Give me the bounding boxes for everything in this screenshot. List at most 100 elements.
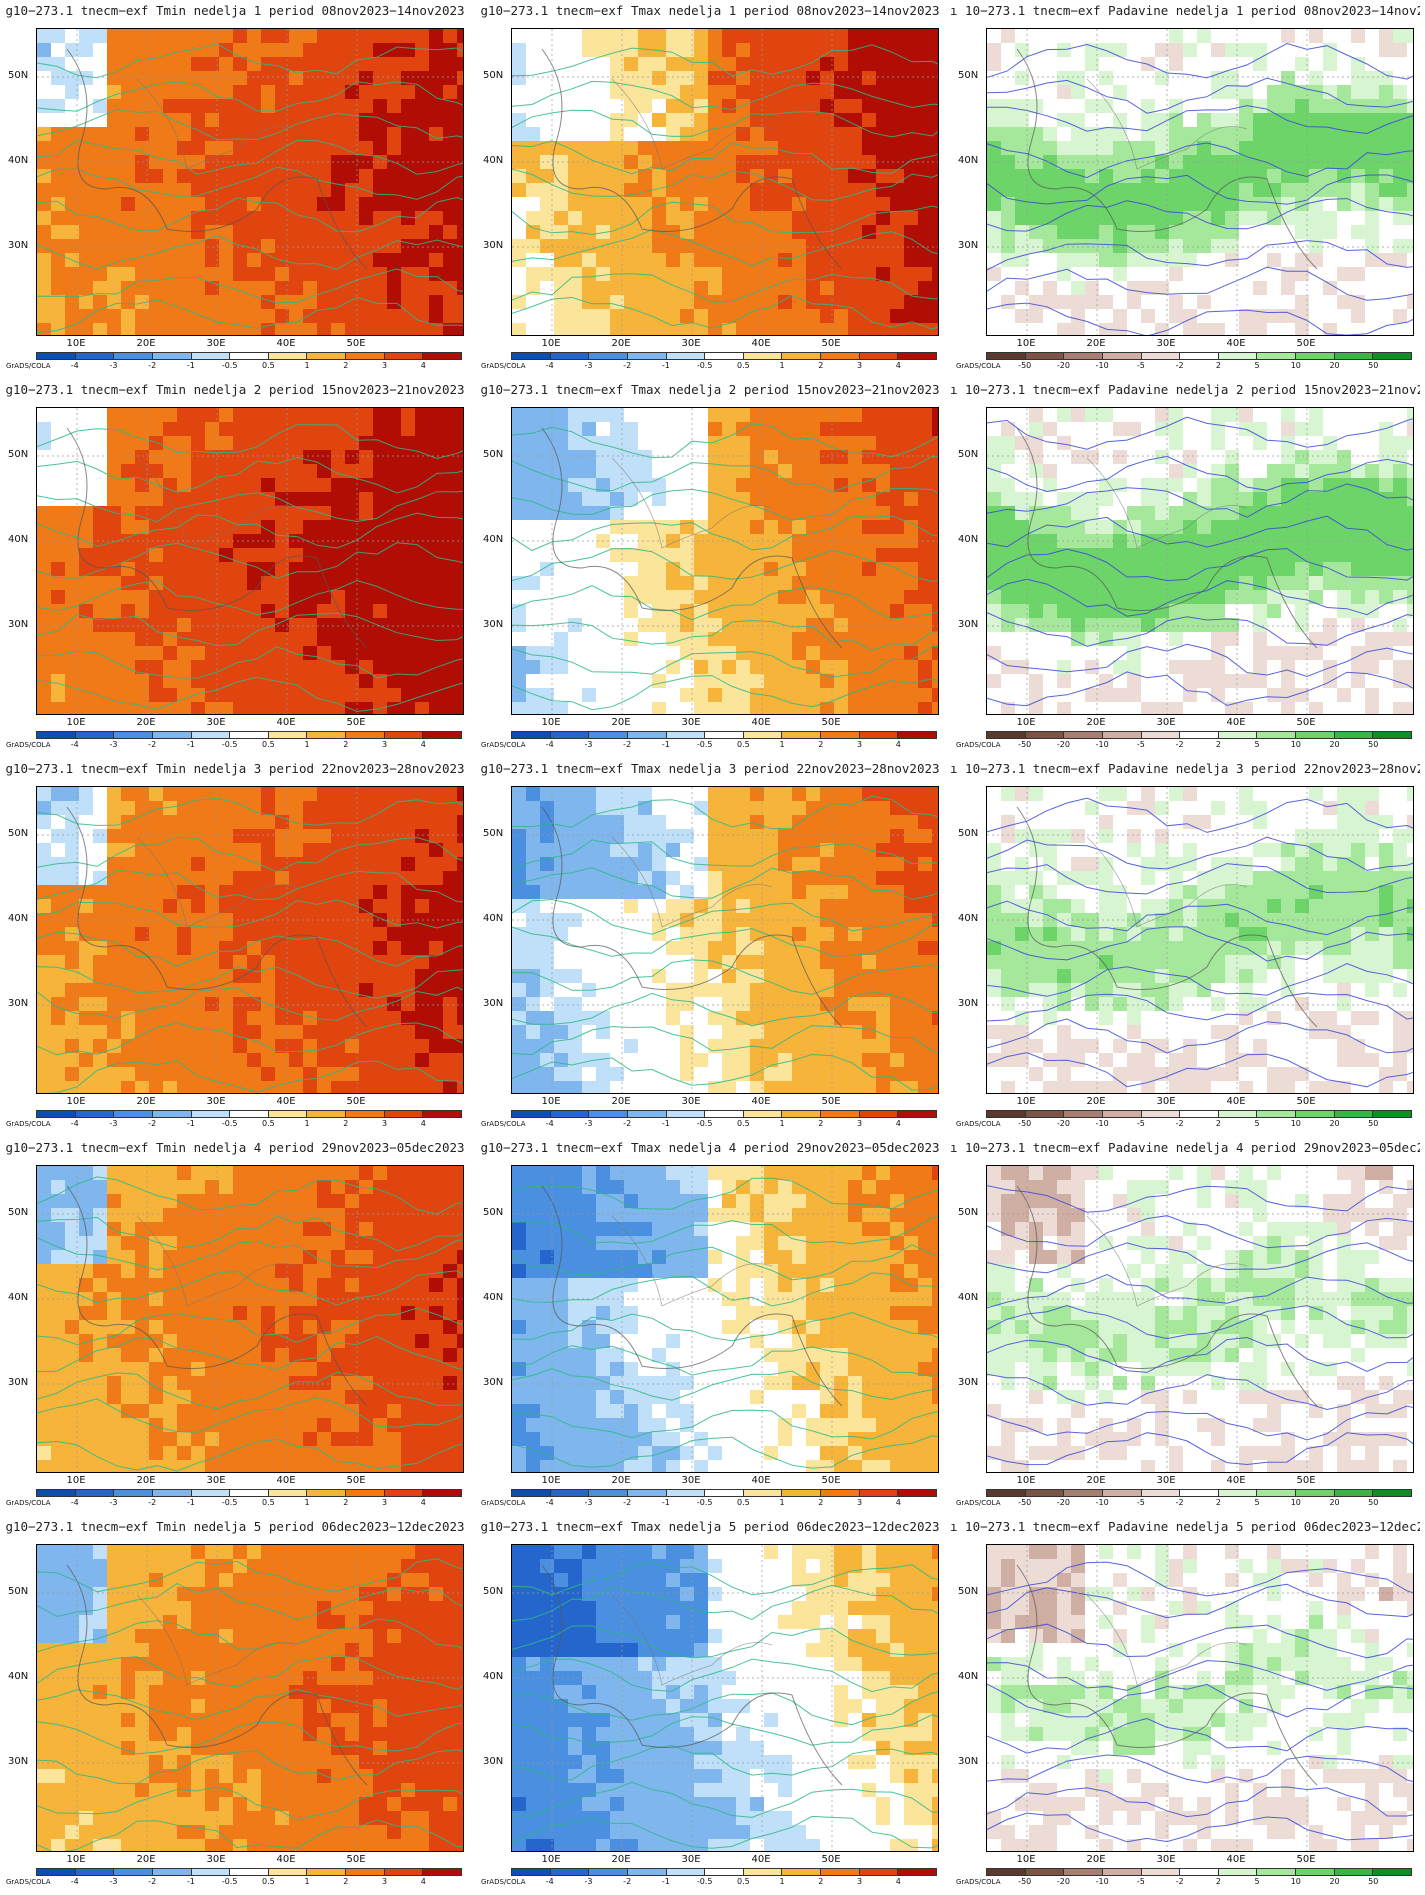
colorbar-swatch (307, 1490, 347, 1496)
colorbar-tick-label: -0.5 (221, 1877, 238, 1886)
colorbar-swatch (821, 1490, 860, 1496)
latitude-label: 50N (958, 828, 979, 839)
colorbar-tick-label: -2 (1175, 1119, 1184, 1128)
colorbar-tick-label: -0.5 (221, 1119, 238, 1128)
colorbar (511, 352, 937, 360)
anomaly-field (37, 1545, 463, 1851)
colorbar-tick-label: 5 (1254, 1498, 1260, 1507)
longitude-label: 20E (136, 1854, 156, 1865)
panel-title: g10−273.1 tnecm−exf Tmax nedelja 2 perio… (480, 382, 940, 397)
longitude-label: 30E (206, 717, 226, 728)
colorbar-swatch (1102, 1490, 1142, 1496)
colorbar-swatch (346, 1869, 385, 1875)
colorbar-swatch (1296, 1869, 1335, 1875)
colorbar-tick-label: -4 (545, 361, 554, 370)
colorbar-tick-label: 3 (381, 1119, 388, 1128)
longitude-label: 10E (541, 717, 561, 728)
colorbar-swatch (1025, 1111, 1065, 1117)
colorbar-tick-label: 4 (895, 1119, 901, 1128)
colorbar-tick-label: 2 (1215, 1498, 1221, 1507)
colorbar-swatch (268, 1490, 308, 1496)
colorbar-swatch (1257, 353, 1297, 359)
colorbar-tick-label: 20 (1329, 361, 1340, 370)
latitude-label: 40N (958, 1671, 979, 1682)
longitude-label: 10E (66, 1475, 86, 1486)
map-panel-tmin-week-5: g10−273.1 tnecm−exf Tmin nedelja 5 perio… (0, 1516, 475, 1895)
latitude-label: 50N (483, 1207, 504, 1218)
panel-title: g10−273.1 tnecm−exf Tmax nedelja 3 perio… (480, 761, 940, 776)
colorbar-swatch (898, 732, 937, 738)
colorbar-tick-label: 3 (856, 740, 863, 749)
colorbar-swatch (1064, 1111, 1103, 1117)
colorbar-swatch (1025, 1490, 1065, 1496)
colorbar-swatch (384, 1869, 424, 1875)
longitude-label: 20E (136, 338, 156, 349)
colorbar-swatch (987, 353, 1026, 359)
grads-credit: GrADS/COLA (956, 1499, 1001, 1507)
colorbar-tick-label: -50 (1018, 740, 1032, 749)
latitude-label: 40N (483, 913, 504, 924)
colorbar-swatch (1257, 1490, 1297, 1496)
colorbar-tick-label: 2 (343, 1877, 349, 1886)
colorbar-swatch (384, 1111, 424, 1117)
colorbar-swatch (230, 1869, 269, 1875)
colorbar-swatch (37, 1111, 76, 1117)
panel-title: ı 10−273.1 tnecm−exf Padavine nedelja 2 … (950, 382, 1420, 397)
grads-credit: GrADS/COLA (6, 1120, 51, 1128)
colorbar (511, 1489, 937, 1497)
latitude-label: 50N (8, 1207, 29, 1218)
colorbar-swatch (1102, 353, 1142, 359)
colorbar-tick-label: -20 (1056, 740, 1070, 749)
longitude-label: 20E (1086, 1475, 1106, 1486)
colorbar-swatch (1064, 353, 1103, 359)
colorbar-tick-label: 10 (1290, 1877, 1301, 1886)
colorbar-tick-label: -1 (186, 740, 195, 749)
longitude-label: 10E (541, 1096, 561, 1107)
colorbar-swatch (898, 1869, 937, 1875)
colorbar-swatch (384, 732, 424, 738)
colorbar-tick-label: 20 (1329, 1877, 1340, 1886)
colorbar-swatch (1064, 732, 1103, 738)
longitude-label: 50E (821, 1096, 841, 1107)
colorbar-tick-label: 2 (818, 1119, 824, 1128)
colorbar-swatch (191, 353, 231, 359)
colorbar-tick-label: 10 (1290, 1119, 1301, 1128)
colorbar-tick-label: -3 (584, 1498, 593, 1507)
colorbar-tick-label: -1 (661, 1498, 670, 1507)
colorbar-swatch (423, 1111, 462, 1117)
latitude-label: 50N (8, 70, 29, 81)
colorbar-tick-label: -5 (1136, 1877, 1145, 1886)
colorbar-swatch (114, 1111, 153, 1117)
colorbar-tick-label: 2 (818, 361, 824, 370)
longitude-label: 40E (751, 1096, 771, 1107)
colorbar-tick-label: 2 (1215, 1119, 1221, 1128)
latitude-label: 40N (483, 534, 504, 545)
colorbar-tick-label: 1 (779, 361, 785, 370)
latitude-label: 30N (8, 1377, 29, 1388)
colorbar-tick-label: 0.5 (736, 1877, 750, 1886)
longitude-label: 50E (346, 717, 366, 728)
map-area (36, 786, 464, 1094)
colorbar-tick-label: -2 (1175, 361, 1184, 370)
anomaly-field (37, 408, 463, 714)
colorbar-swatch (1296, 353, 1335, 359)
colorbar-tick-label: 4 (895, 740, 901, 749)
colorbar-tick-label: -3 (584, 361, 593, 370)
colorbar-swatch (743, 1111, 783, 1117)
colorbar-tick-label: 4 (420, 361, 426, 370)
longitude-label: 10E (1016, 717, 1036, 728)
colorbar-swatch (1373, 1869, 1412, 1875)
panel-title: g10−273.1 tnecm−exf Tmin nedelja 1 perio… (5, 3, 465, 18)
colorbar-tick-label: 2 (343, 740, 349, 749)
map-area (36, 28, 464, 336)
longitude-label: 30E (1156, 717, 1176, 728)
colorbar-swatch (1064, 1490, 1103, 1496)
latitude-label: 50N (958, 70, 979, 81)
map-panel-tmax-week-4: g10−273.1 tnecm−exf Tmax nedelja 4 perio… (475, 1137, 950, 1516)
colorbar-swatch (666, 1490, 706, 1496)
colorbar (986, 1489, 1412, 1497)
longitude-label: 30E (1156, 1096, 1176, 1107)
colorbar-swatch (1257, 1869, 1297, 1875)
longitude-label: 10E (1016, 338, 1036, 349)
